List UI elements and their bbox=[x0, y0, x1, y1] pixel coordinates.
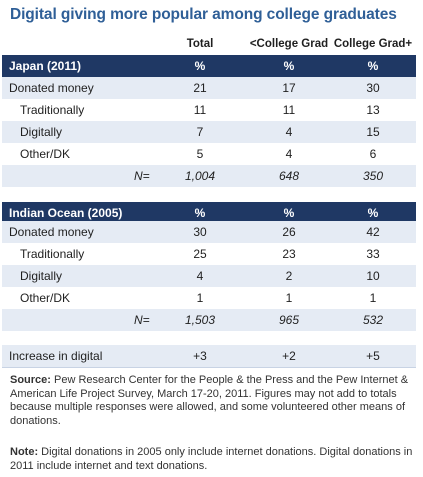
increase-row: Increase in digital +3 +2 +5 bbox=[2, 345, 416, 367]
cell-total: 21 bbox=[193, 81, 207, 95]
n-label: N= bbox=[134, 169, 150, 183]
row-label: Digitally bbox=[20, 269, 63, 283]
cell-less-college: 11 bbox=[282, 103, 296, 117]
cell-college-plus: 42 bbox=[366, 225, 380, 239]
table-row: Donated money 30 26 42 bbox=[2, 221, 416, 243]
note-text: Digital donations in 2005 only include i… bbox=[10, 446, 413, 472]
n-total: 1,004 bbox=[184, 169, 216, 183]
cell-college-plus: +5 bbox=[366, 349, 380, 363]
row-label: Donated money bbox=[9, 225, 94, 239]
cell-college-plus: 10 bbox=[366, 269, 380, 283]
table-row: Traditionally 11 11 13 bbox=[2, 99, 416, 121]
row-label: Other/DK bbox=[20, 291, 71, 305]
cell-total: 4 bbox=[196, 269, 204, 283]
cell-college-plus: 30 bbox=[366, 81, 380, 95]
row-label: Traditionally bbox=[20, 247, 85, 261]
section-header-indian-ocean: Indian Ocean (2005) % % % bbox=[2, 202, 416, 224]
page-title: Digital giving more popular among colleg… bbox=[10, 6, 397, 23]
sample-size-row: N= 1,503 965 532 bbox=[2, 309, 416, 331]
n-less-college: 648 bbox=[278, 169, 300, 183]
table-row: Digitally 4 2 10 bbox=[2, 265, 416, 287]
pct-college-plus: % bbox=[367, 206, 379, 220]
table-row: Other/DK 1 1 1 bbox=[2, 287, 416, 309]
cell-less-college: 4 bbox=[285, 125, 293, 139]
pct-less-college: % bbox=[283, 59, 295, 73]
n-college-plus: 532 bbox=[362, 313, 384, 327]
cell-total: 1 bbox=[196, 291, 204, 305]
cell-college-plus: 33 bbox=[366, 247, 380, 261]
section-label: Japan (2011) bbox=[9, 59, 82, 73]
n-less-college: 965 bbox=[278, 313, 300, 327]
n-college-plus: 350 bbox=[362, 169, 384, 183]
table-row: Traditionally 25 23 33 bbox=[2, 243, 416, 265]
cell-less-college: 2 bbox=[285, 269, 293, 283]
source-label: Source: bbox=[10, 374, 51, 386]
row-label: Donated money bbox=[9, 81, 94, 95]
cell-total: 5 bbox=[196, 147, 204, 161]
cell-less-college: 26 bbox=[282, 225, 296, 239]
row-label: Increase in digital bbox=[9, 349, 103, 363]
pct-less-college: % bbox=[283, 206, 295, 220]
column-header-total: Total bbox=[186, 38, 214, 50]
section-header-japan: Japan (2011) % % % bbox=[2, 55, 416, 77]
pct-total: % bbox=[194, 59, 206, 73]
row-label: Traditionally bbox=[20, 103, 85, 117]
table-row: Digitally 7 4 15 bbox=[2, 121, 416, 143]
cell-college-plus: 15 bbox=[366, 125, 380, 139]
cell-less-college: +2 bbox=[282, 349, 296, 363]
cell-total: 30 bbox=[193, 225, 207, 239]
column-header-less-than-college: <College Grad bbox=[249, 38, 329, 50]
note-label: Note: bbox=[10, 446, 39, 458]
n-label: N= bbox=[134, 313, 150, 327]
divider bbox=[2, 367, 416, 368]
source-note: Source: Pew Research Center for the Peop… bbox=[10, 374, 415, 428]
footnote: Note: Digital donations in 2005 only inc… bbox=[10, 446, 415, 473]
table-row: Donated money 21 17 30 bbox=[2, 77, 416, 99]
cell-less-college: 23 bbox=[282, 247, 296, 261]
cell-total: 7 bbox=[196, 125, 204, 139]
sample-size-row: N= 1,004 648 350 bbox=[2, 165, 416, 187]
cell-less-college: 1 bbox=[285, 291, 293, 305]
row-label: Other/DK bbox=[20, 147, 71, 161]
pct-college-plus: % bbox=[367, 59, 379, 73]
cell-total: 11 bbox=[193, 103, 207, 117]
cell-college-plus: 13 bbox=[366, 103, 380, 117]
table-row: Other/DK 5 4 6 bbox=[2, 143, 416, 165]
cell-total: 25 bbox=[193, 247, 207, 261]
source-text: Pew Research Center for the People & the… bbox=[10, 374, 409, 427]
section-label: Indian Ocean (2005) bbox=[9, 206, 123, 220]
cell-total: +3 bbox=[193, 349, 207, 363]
n-total: 1,503 bbox=[184, 313, 216, 327]
column-header-college-grad-plus: College Grad+ bbox=[333, 38, 413, 50]
row-label: Digitally bbox=[20, 125, 63, 139]
cell-less-college: 17 bbox=[282, 81, 296, 95]
pct-total: % bbox=[194, 206, 206, 220]
cell-college-plus: 1 bbox=[369, 291, 377, 305]
cell-college-plus: 6 bbox=[369, 147, 377, 161]
cell-less-college: 4 bbox=[285, 147, 293, 161]
